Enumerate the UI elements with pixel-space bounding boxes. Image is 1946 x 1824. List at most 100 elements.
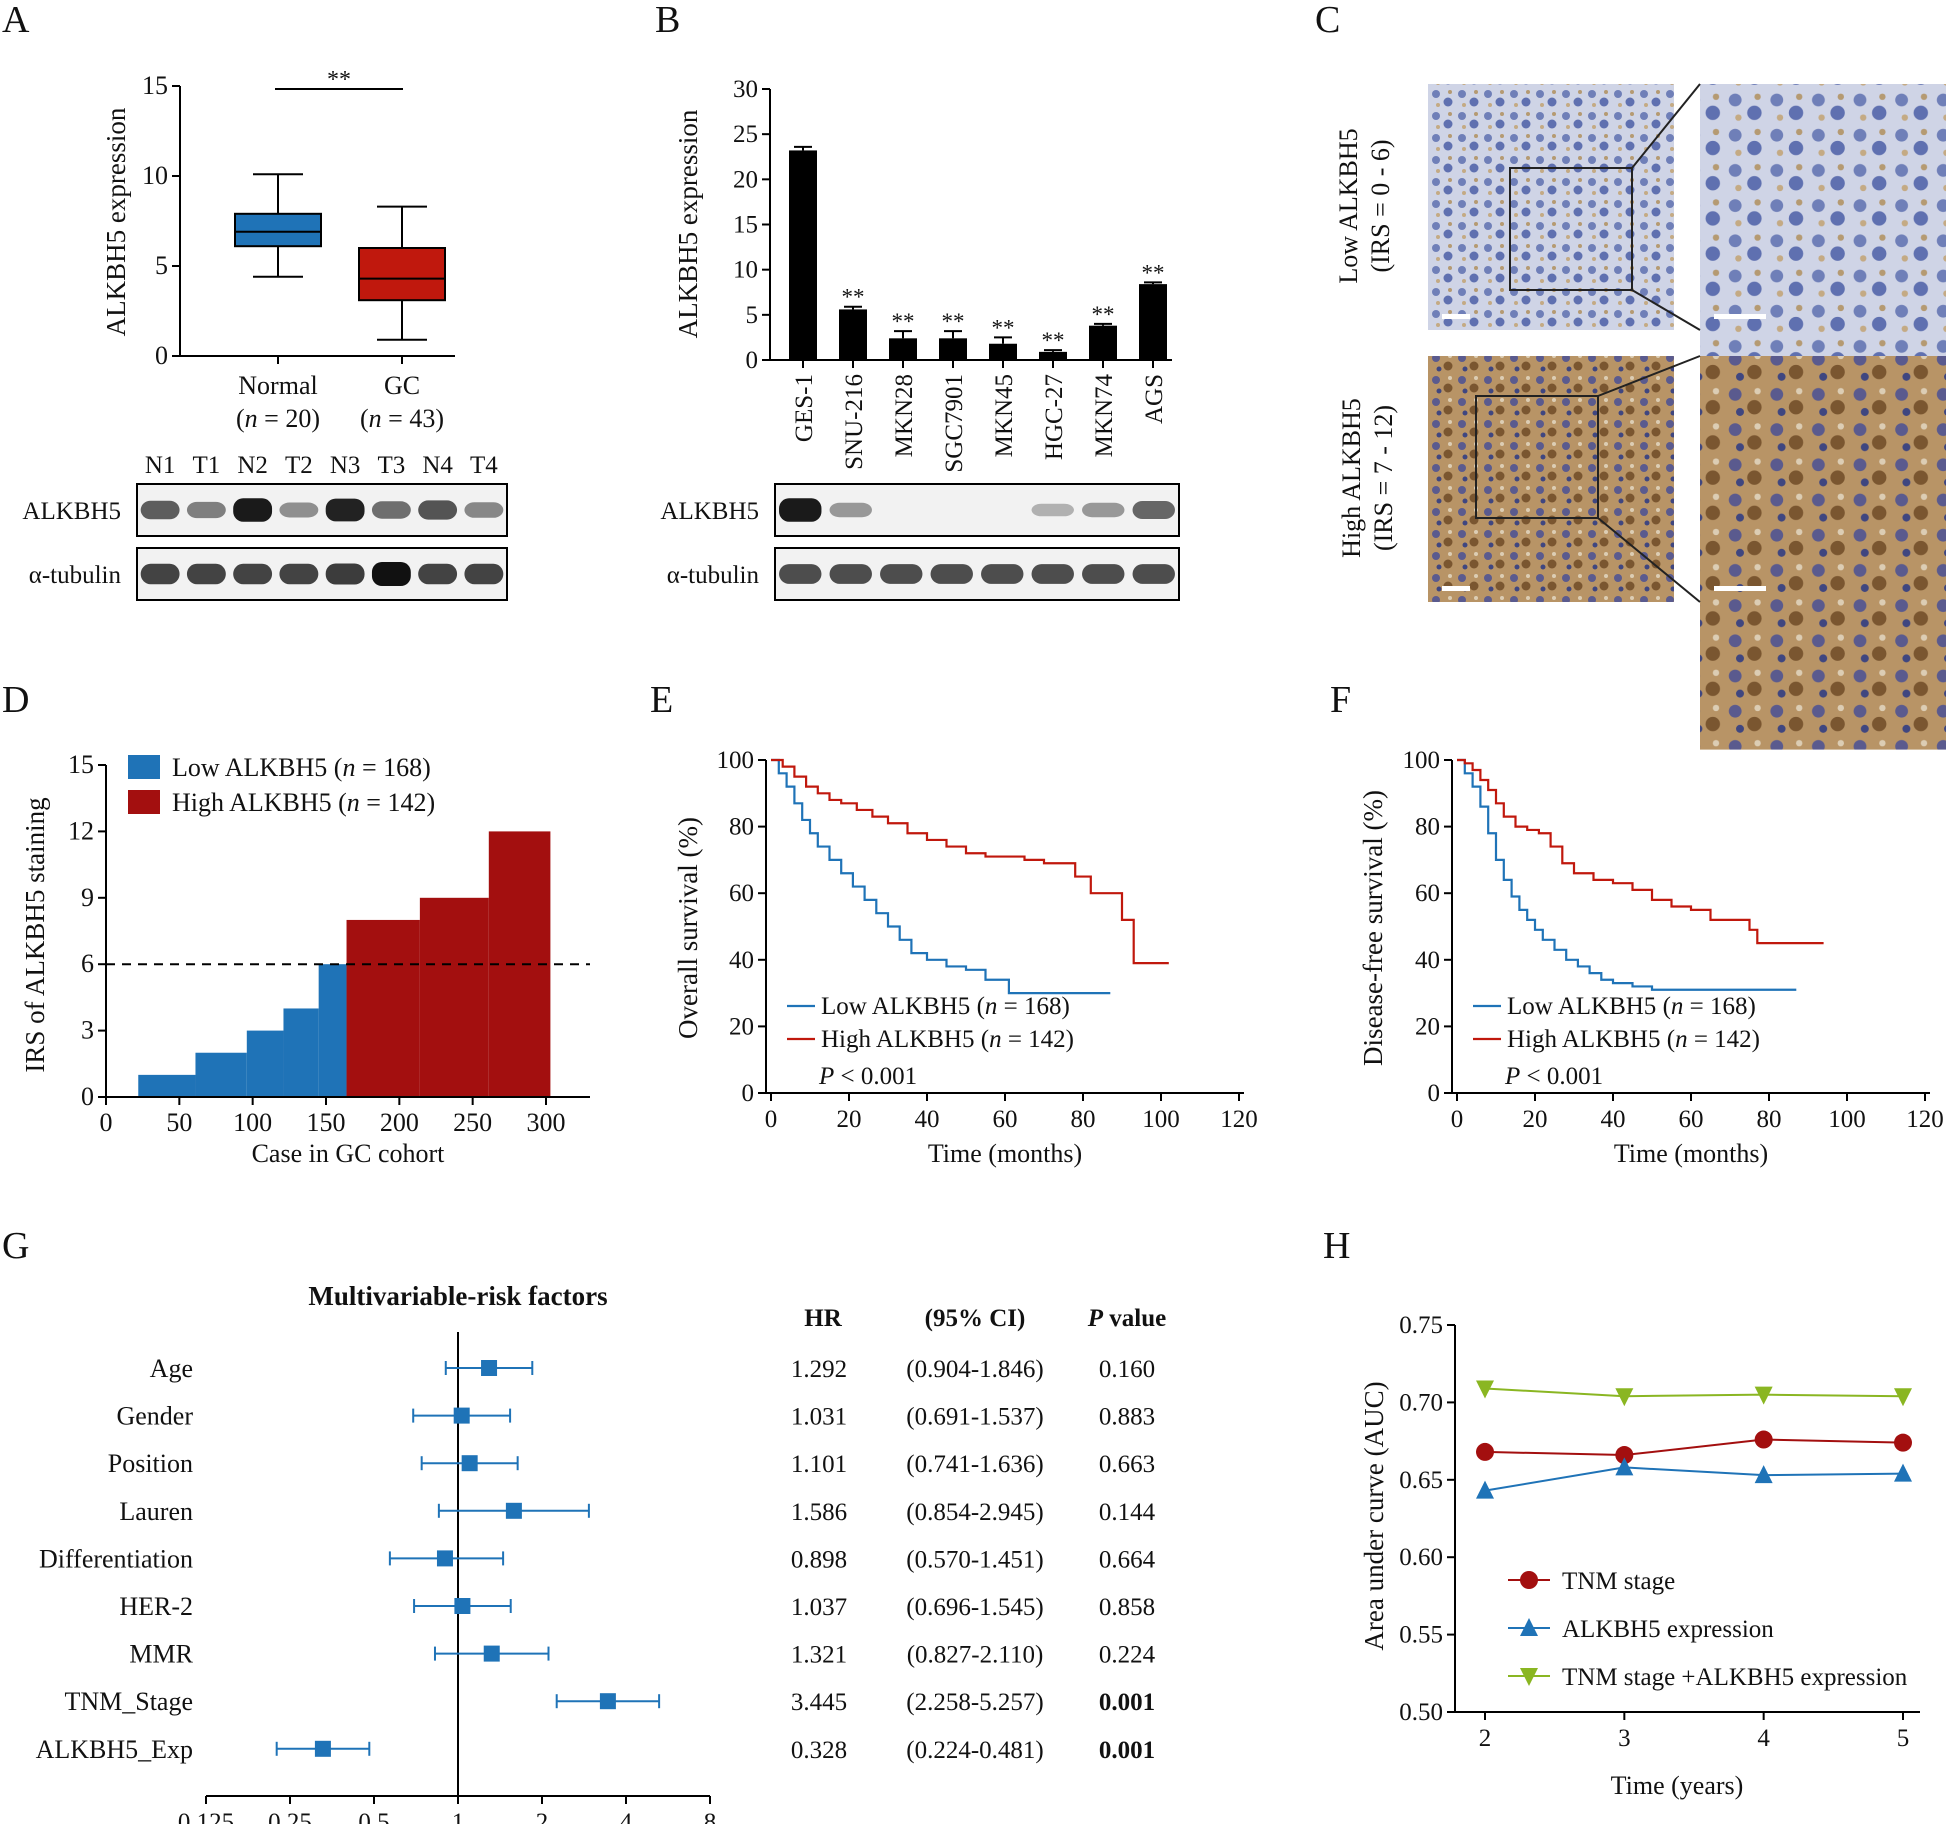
hr-marker — [505, 1502, 522, 1519]
hr-value: 1.031 — [791, 1404, 847, 1431]
panel-h-auc-chart: 0.50 0.55 0.60 0.65 0.70 0.75 2 3 4 5 Time (years)… — [1359, 1312, 1920, 1800]
panel-b-y-tick-label: 0 — [746, 347, 759, 374]
panel-a-y-tick-label: 0 — [155, 341, 168, 370]
panel-f-x-tick-label: 80 — [1757, 1106, 1782, 1133]
hr-value: 1.586 — [791, 1499, 847, 1526]
ihc-zoom-connector — [1597, 355, 1701, 397]
significance-mark: ** — [1092, 302, 1115, 327]
legend-marker — [1520, 1571, 1538, 1589]
p-value: 0.001 — [1099, 1689, 1155, 1716]
auc-point — [1615, 1388, 1634, 1407]
panel-b-x-tick-label: HGC-27 — [1041, 374, 1068, 460]
irs-step-low-alkbh5 — [138, 1074, 196, 1097]
hr-value: 3.445 — [791, 1689, 847, 1716]
panel-a-y-tick-label: 15 — [142, 71, 168, 100]
blot-b-band — [829, 502, 872, 518]
legend-label: High ALKBH5 (n = 142) — [821, 1026, 1074, 1053]
panel-f-y-tick-label: 20 — [1415, 1013, 1440, 1040]
legend-swatch — [128, 755, 160, 779]
panel-e-y-axis-title: Overall survival (%) — [673, 817, 703, 1039]
ihc-zoom-box — [1509, 167, 1633, 291]
panel-b-y-tick-label: 5 — [746, 302, 759, 329]
panel-e-x-tick-label: 100 — [1142, 1106, 1180, 1133]
panel-d-x-tick-label: 200 — [380, 1108, 419, 1137]
panel-h-x-tick-label: 2 — [1479, 1725, 1492, 1752]
panel-a-y-tick-label: 10 — [142, 161, 168, 190]
bar-snu-216 — [839, 309, 867, 360]
auc-point — [1615, 1457, 1634, 1476]
auc-point — [1754, 1430, 1773, 1449]
p-value-label: P < 0.001 — [1504, 1063, 1603, 1090]
p-value: 0.224 — [1099, 1642, 1156, 1669]
legend-label: Low ALKBH5 (n = 168) — [172, 753, 431, 782]
blot-b-band — [1132, 564, 1175, 584]
panel-e-x-tick-label: 40 — [915, 1106, 940, 1133]
blot-lane-label: N3 — [330, 452, 361, 479]
panel-b-x-tick-label: SGC7901 — [941, 374, 968, 473]
ci-value: (0.854-2.945) — [906, 1499, 1043, 1526]
panel-d-x-tick-label: 250 — [453, 1108, 492, 1137]
panel-h-y-tick-label: 0.70 — [1399, 1389, 1443, 1416]
bar-mkn28 — [889, 338, 917, 360]
hr-marker — [481, 1360, 498, 1376]
blot-a-band — [418, 500, 458, 520]
legend-label: High ALKBH5 (n = 142) — [1507, 1026, 1760, 1053]
blot-lane-label: N1 — [145, 452, 176, 479]
panel-f-x-tick-label: 60 — [1679, 1106, 1704, 1133]
ci-value: (0.696-1.545) — [906, 1594, 1043, 1621]
panel-e-survival-chart: 0 20 40 60 80 100 0 20 40 60 80 100 120 Time (months)… — [673, 747, 1258, 1168]
box-gc — [358, 247, 446, 302]
ihc-row-sublabel: (IRS = 7 - 12) — [1369, 405, 1398, 551]
panel-f-x-tick-label: 20 — [1523, 1106, 1548, 1133]
ci-value: (0.827-2.110) — [907, 1642, 1044, 1669]
panel-letter-a: A — [2, 0, 30, 41]
panel-b-bar-chart: 0 5 10 15 20 25 30 ALKBH5 expression GES-1 ** SNU-… — [673, 76, 1172, 473]
significance-mark: ** — [327, 67, 351, 93]
forest-row-label: Differentiation — [39, 1544, 193, 1573]
scale-bar — [1442, 586, 1470, 591]
blot-b-band — [1082, 502, 1125, 518]
p-value: 0.001 — [1099, 1737, 1155, 1764]
hr-marker — [461, 1455, 478, 1472]
auc-point — [1894, 1463, 1912, 1482]
panel-e-x-tick-label: 80 — [1071, 1106, 1096, 1133]
p-value: 0.664 — [1099, 1546, 1156, 1573]
panel-f-y-tick-label: 40 — [1415, 947, 1440, 974]
blot-b-band — [779, 498, 822, 522]
km-curve-low-alkbh5 — [1457, 758, 1797, 991]
panel-b-x-tick-label: GES-1 — [791, 374, 818, 442]
km-curve-low-alkbh5 — [771, 758, 1111, 995]
panel-h-y-tick-label: 0.75 — [1399, 1312, 1443, 1339]
panel-b-western-blot: ALKBH5 α-tubulin — [660, 483, 1180, 601]
legend-label: ALKBH5 expression — [1562, 1616, 1774, 1643]
forest-row-label: TNM_Stage — [64, 1687, 193, 1716]
panel-letter-b: B — [655, 0, 680, 41]
legend-label: Low ALKBH5 (n = 168) — [821, 993, 1070, 1020]
p-value: 0.663 — [1099, 1451, 1155, 1478]
hr-marker — [483, 1645, 500, 1662]
legend-label: TNM stage — [1562, 1568, 1675, 1595]
blot-lane-label: N2 — [237, 452, 268, 479]
auc-point — [1476, 1442, 1494, 1461]
panel-h-y-tick-label: 0.50 — [1399, 1699, 1443, 1726]
panel-a-x-tick-label: Normal — [238, 371, 317, 400]
km-curve-high-alkbh5 — [771, 758, 1169, 965]
forest-row-label: HER-2 — [119, 1592, 193, 1621]
blot-b-band — [1031, 564, 1074, 584]
bar-ges-1 — [789, 150, 817, 360]
ihc-zoom-connector — [1631, 83, 1701, 169]
blot-a-band — [279, 502, 319, 518]
panel-d-x-tick-label: 300 — [527, 1108, 566, 1137]
hr-value: 1.037 — [791, 1594, 847, 1621]
significance-mark: ** — [1142, 260, 1165, 285]
panel-e-x-tick-label: 60 — [993, 1106, 1018, 1133]
auc-line-2 — [1484, 1387, 1904, 1398]
blot-a-band — [233, 498, 273, 522]
blot-a-row-label: α-tubulin — [29, 562, 122, 589]
ihc-image-overview — [1428, 356, 1674, 602]
panel-g-x-tick-label: 4 — [620, 1809, 633, 1824]
panel-d-y-tick-label: 6 — [81, 949, 94, 978]
panel-h-y-axis-title: Area under curve (AUC) — [1359, 1381, 1389, 1650]
panel-h-x-tick-label: 3 — [1618, 1725, 1631, 1752]
forest-row-label: Gender — [116, 1402, 193, 1431]
